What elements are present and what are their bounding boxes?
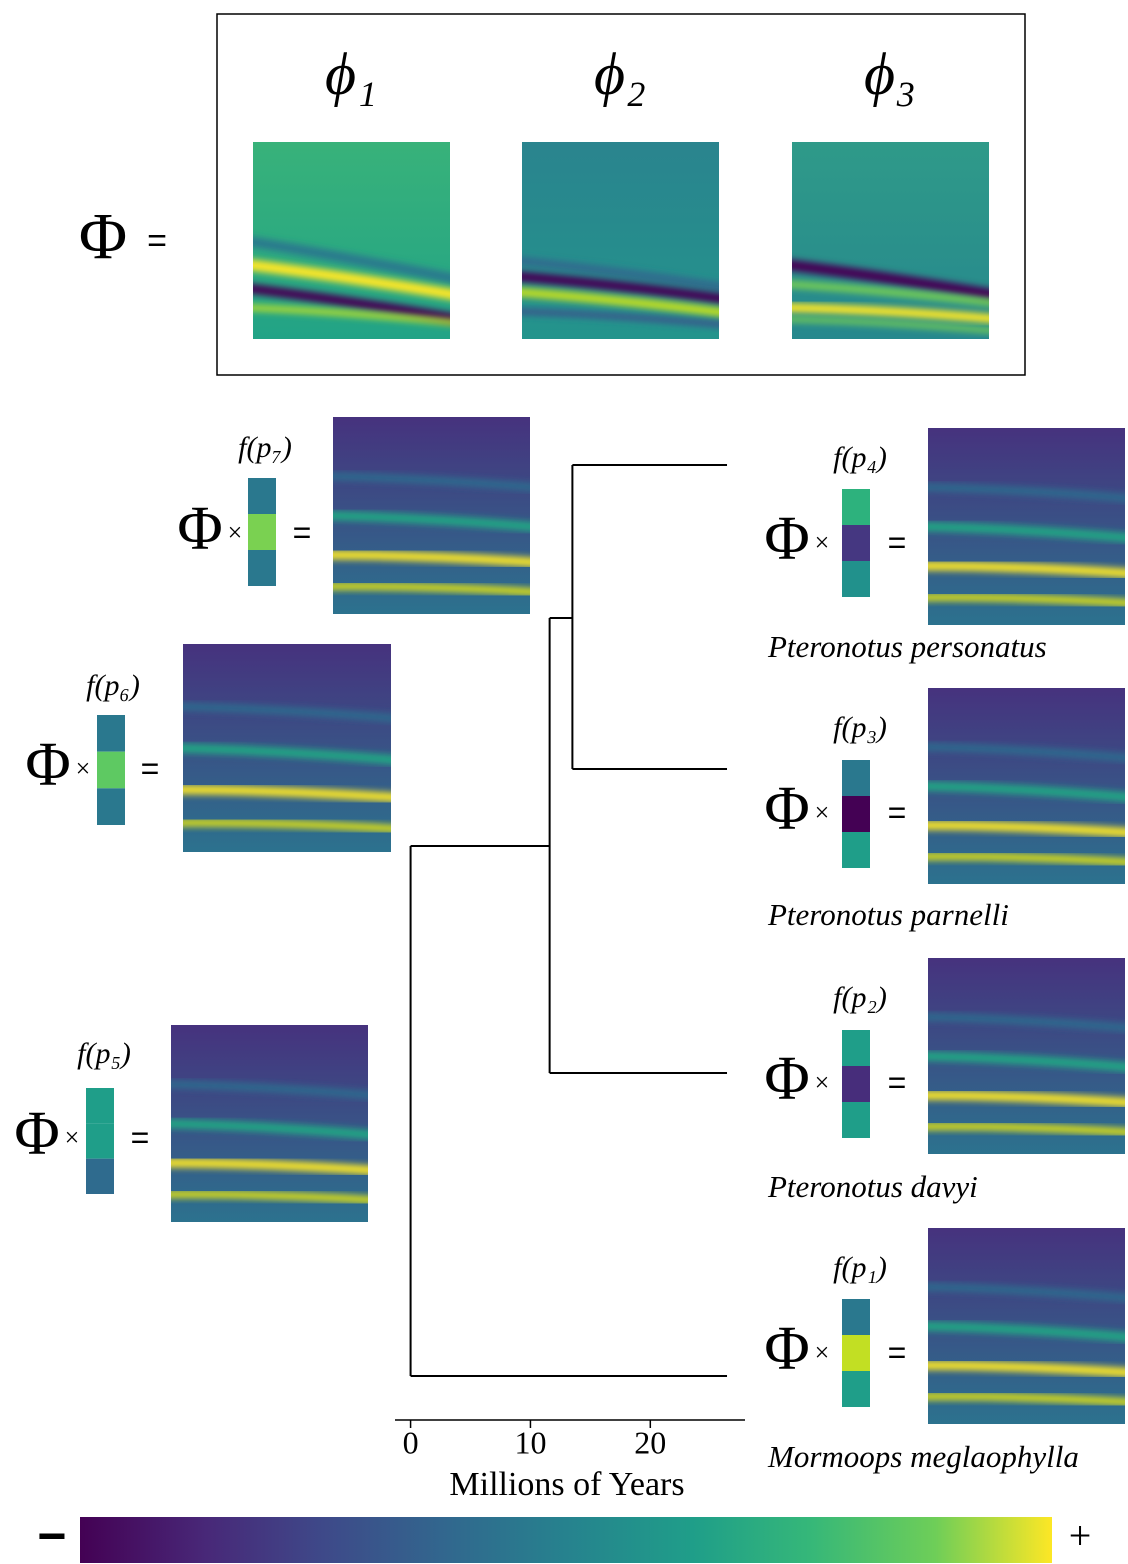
coefficient-label: f(p₄) [833, 441, 887, 474]
spectrogram [512, 142, 729, 339]
colorbar-high: + [1069, 1513, 1092, 1558]
basis-symbol: Φ [177, 495, 222, 563]
spectrogram [918, 958, 1128, 1154]
x-tick-label: 0 [403, 1424, 419, 1460]
coefficient-cell [842, 525, 870, 561]
species-name: Mormoops meglaophylla [767, 1439, 1079, 1474]
equals: = [131, 1119, 150, 1155]
times: × [76, 754, 91, 783]
coefficient-label: f(p₇) [238, 431, 292, 464]
equals: = [888, 524, 907, 560]
coefficient-label: f(p₅) [77, 1037, 131, 1070]
spectrogram [918, 1228, 1128, 1424]
coefficient-cell [97, 715, 125, 752]
basis-symbol: Φ [25, 731, 70, 799]
basis-label: ϕ₃ [864, 41, 916, 107]
coefficient-cell [97, 752, 125, 789]
coefficient-cell [842, 561, 870, 597]
coefficient-cell [842, 832, 870, 868]
coefficient-label: f(p₃) [833, 711, 887, 744]
spectrogram [918, 688, 1128, 884]
spectrogram [782, 142, 999, 339]
coefficient-cell [842, 760, 870, 796]
coefficient-label: f(p₁) [833, 1251, 887, 1284]
coefficient-cell [86, 1123, 114, 1158]
basis-symbol: Φ [764, 775, 809, 843]
coefficient-cell [86, 1159, 114, 1194]
figure: Φ = − + Millions of Years ϕ₁ϕ₂ϕ₃f(p₁)Φ×=… [0, 0, 1128, 1564]
spectrogram [161, 1025, 378, 1222]
species-name: Pteronotus davyi [767, 1169, 978, 1204]
species-name: Pteronotus personatus [767, 629, 1047, 664]
equals: = [147, 222, 167, 260]
species-name: Pteronotus parnelli [767, 897, 1009, 932]
equals: = [888, 1064, 907, 1100]
spectrogram [243, 142, 460, 339]
spectrogram [918, 428, 1128, 625]
coefficient-cell [842, 1299, 870, 1335]
x-tick-label: 20 [634, 1424, 666, 1460]
coefficient-cell [248, 478, 276, 514]
equals: = [293, 514, 312, 550]
coefficient-cell [842, 1030, 870, 1066]
times: × [65, 1123, 80, 1152]
equals: = [141, 750, 160, 786]
spectrogram [323, 417, 540, 614]
times: × [815, 1338, 830, 1367]
x-tick-label: 10 [514, 1424, 546, 1460]
times: × [815, 1068, 830, 1097]
basis-symbol: Φ [764, 505, 809, 573]
coefficient-cell [97, 788, 125, 825]
equals: = [888, 794, 907, 830]
coefficient-cell [842, 489, 870, 525]
colorbar-low: − [37, 1508, 66, 1564]
basis-label: ϕ₂ [594, 41, 646, 107]
basis-symbol: Φ [14, 1100, 59, 1168]
coefficient-cell [842, 796, 870, 832]
coefficient-cell [842, 1371, 870, 1407]
basis-symbol: Φ [764, 1315, 809, 1383]
coefficient-cell [842, 1335, 870, 1371]
coefficient-label: f(p₆) [86, 669, 140, 702]
times: × [815, 798, 830, 827]
x-axis-label: Millions of Years [449, 1466, 684, 1503]
basis-symbol: Φ [764, 1045, 809, 1113]
colorbar [80, 1517, 1052, 1563]
times: × [815, 528, 830, 557]
spectrogram [173, 644, 401, 852]
coefficient-cell [842, 1102, 870, 1138]
coefficient-cell [86, 1088, 114, 1123]
coefficient-cell [842, 1066, 870, 1102]
basis-symbol: Φ [79, 200, 127, 273]
coefficient-cell [248, 550, 276, 586]
coefficient-cell [248, 514, 276, 550]
basis-label: ϕ₁ [325, 41, 377, 107]
coefficient-label: f(p₂) [833, 981, 887, 1014]
equals: = [888, 1334, 907, 1370]
times: × [228, 518, 243, 547]
